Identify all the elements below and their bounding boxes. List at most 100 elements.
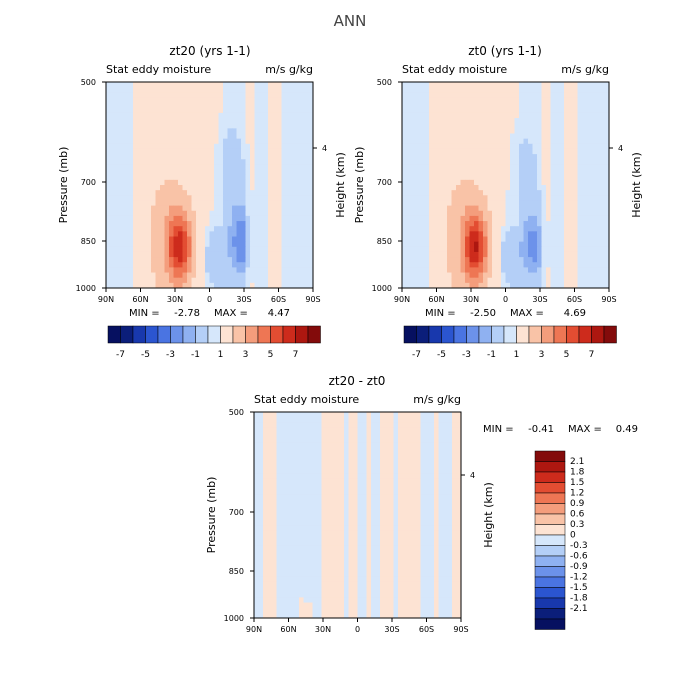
heatmap-cell <box>241 200 246 206</box>
heatmap-cell <box>290 427 295 433</box>
heatmap-cell <box>268 107 273 114</box>
heatmap-cell <box>218 97 224 103</box>
heatmap-cell <box>586 282 592 289</box>
heatmap-cell <box>155 133 161 140</box>
heatmap-cell <box>214 138 219 145</box>
heatmap-cell <box>295 112 300 119</box>
heatmap-cell <box>514 241 520 248</box>
colorbar-box <box>591 325 605 344</box>
heatmap-cell <box>258 468 264 475</box>
heatmap-cell <box>514 251 520 258</box>
heatmap-cell <box>577 205 583 212</box>
heatmap-cell <box>478 164 484 170</box>
heatmap-cell <box>277 241 282 248</box>
heatmap-cell <box>304 262 309 268</box>
heatmap-cell <box>447 267 452 273</box>
heatmap-cell <box>200 154 206 160</box>
heatmap-cell <box>465 262 470 268</box>
heatmap-cell <box>326 499 331 506</box>
heatmap-cell <box>232 221 237 227</box>
heatmap-cell <box>442 272 448 279</box>
heatmap-cell <box>254 190 260 196</box>
heatmap-cell <box>286 164 291 170</box>
heatmap-cell <box>600 174 605 181</box>
heatmap-cell <box>532 164 538 170</box>
heatmap-cell <box>169 246 174 253</box>
heatmap-cell <box>303 442 309 449</box>
heatmap-cell <box>259 154 264 160</box>
heatmap-cell <box>492 133 497 140</box>
heatmap-cell <box>402 118 407 124</box>
heatmap-cell <box>218 154 224 160</box>
heatmap-cell <box>276 509 282 516</box>
heatmap-cell <box>447 509 453 516</box>
heatmap-cell <box>295 123 300 129</box>
heatmap-cell <box>429 174 434 181</box>
heatmap-cell <box>330 489 336 495</box>
heatmap-cell <box>308 107 314 114</box>
heatmap-cell <box>600 128 605 134</box>
heatmap-cell <box>304 174 309 181</box>
heatmap-cell <box>514 226 520 232</box>
colorbar-box <box>478 325 492 344</box>
heatmap-cell <box>411 200 416 206</box>
heatmap-cell <box>460 159 466 165</box>
heatmap-cell <box>200 226 206 232</box>
heatmap-cell <box>160 195 165 201</box>
heatmap-cell <box>402 463 408 470</box>
heatmap-cell <box>591 107 596 114</box>
heatmap-cell <box>582 282 587 289</box>
heatmap-cell <box>344 489 349 495</box>
heatmap-cell <box>568 138 574 145</box>
heatmap-cell <box>478 143 484 150</box>
heatmap-cell <box>214 282 219 289</box>
heatmap-cell <box>438 179 443 186</box>
heatmap-cell <box>281 417 286 423</box>
heatmap-cell <box>550 128 556 134</box>
heatmap-cell <box>442 133 448 140</box>
heatmap-cell <box>303 453 309 459</box>
heatmap-cell <box>371 499 376 506</box>
heatmap-cell <box>433 128 439 134</box>
heatmap-cell <box>577 262 583 268</box>
heatmap-cell <box>604 123 610 129</box>
heatmap-cell <box>160 118 165 124</box>
heatmap-cell <box>443 473 448 480</box>
heatmap-cell <box>380 417 385 423</box>
heatmap-cell <box>191 128 197 134</box>
heatmap-cell <box>308 195 314 201</box>
heatmap-cell <box>187 133 192 140</box>
heatmap-cell <box>299 489 304 495</box>
heatmap-cell <box>546 133 551 140</box>
heatmap-cell <box>429 494 435 500</box>
heatmap-cell <box>308 210 314 217</box>
heatmap-cell <box>115 82 120 88</box>
heatmap-cell <box>308 432 313 439</box>
heatmap-cell <box>546 262 551 268</box>
heatmap-cell <box>308 262 314 268</box>
heatmap-cell <box>236 107 242 114</box>
heatmap-cell <box>295 154 300 160</box>
heatmap-cell <box>416 515 421 521</box>
heatmap-cell <box>245 272 251 279</box>
heatmap-cell <box>128 257 134 263</box>
heatmap-cell <box>415 241 421 248</box>
heatmap-cell <box>519 92 524 98</box>
heatmap-cell <box>299 236 305 243</box>
heatmap-cell <box>304 190 309 196</box>
heatmap-cell <box>415 257 421 263</box>
heatmap-cell <box>209 107 215 114</box>
heatmap-cell <box>546 200 551 206</box>
heatmap-cell <box>420 442 426 449</box>
heatmap-cell <box>339 484 345 490</box>
heatmap-cell <box>259 118 264 124</box>
heatmap-cell <box>456 520 462 526</box>
heatmap-cell <box>384 478 390 485</box>
heatmap-cell <box>299 87 305 93</box>
heatmap-cell <box>263 422 268 428</box>
heatmap-cell <box>406 241 412 248</box>
heatmap-cell <box>250 257 255 263</box>
heatmap-cell <box>182 154 188 160</box>
heatmap-cell <box>546 118 551 124</box>
heatmap-cell <box>155 154 161 160</box>
